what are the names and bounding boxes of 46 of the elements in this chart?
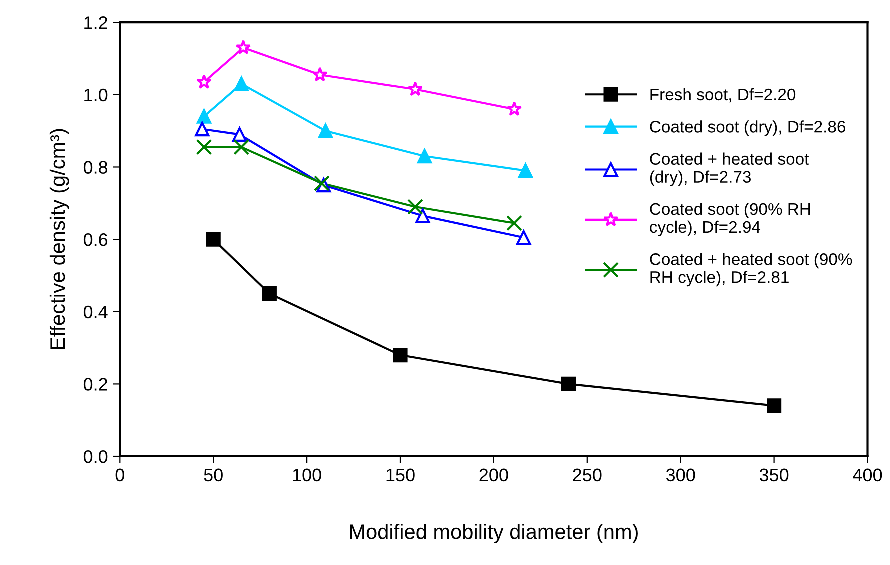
point xyxy=(561,376,576,392)
y-axis-title: Effective density (g/cm³) xyxy=(50,129,70,350)
point xyxy=(234,76,249,92)
point xyxy=(236,40,252,55)
point xyxy=(767,398,782,414)
point xyxy=(418,149,432,164)
point xyxy=(195,122,210,137)
point xyxy=(506,101,522,116)
point xyxy=(506,215,522,232)
point xyxy=(407,199,424,216)
x-tick-label: 200 xyxy=(480,468,508,482)
y-tick-label: 1.2 xyxy=(84,16,108,30)
x-tick-label: 50 xyxy=(204,468,223,482)
point xyxy=(312,67,328,82)
legend-label: Coated soot (dry), Df=2.86 xyxy=(650,120,846,136)
x-tick-label: 350 xyxy=(760,468,789,482)
point xyxy=(196,109,212,124)
y-tick-label: 0.8 xyxy=(84,161,108,174)
point xyxy=(196,139,212,156)
y-tick-label: 0.0 xyxy=(84,450,108,464)
point xyxy=(518,164,534,178)
legend-label: Coated soot (90% RH cycle), Df=2.94 xyxy=(650,202,810,236)
x-tick-label: 400 xyxy=(853,468,882,482)
point xyxy=(232,127,248,142)
x-tick-label: 300 xyxy=(666,468,696,482)
legend-label: Fresh soot, Df=2.20 xyxy=(650,88,796,103)
y-tick-label: 0.6 xyxy=(84,233,108,246)
point xyxy=(234,139,250,156)
point xyxy=(196,74,212,89)
point xyxy=(416,208,430,224)
legend-label: Coated + heated soot (90% RH cycle), Df=2.81 xyxy=(650,253,852,287)
y-tick-label: 0.2 xyxy=(84,378,108,391)
point xyxy=(516,230,532,246)
x-tick-label: 100 xyxy=(293,468,322,482)
y-tick-label: 1.0 xyxy=(84,88,108,102)
point xyxy=(393,348,408,363)
y-tick-label: 0.4 xyxy=(84,306,108,319)
point xyxy=(206,232,221,247)
x-axis-title: Modified mobility diameter (nm) xyxy=(350,524,638,544)
legend-label: Coated + heated soot (dry), Df=2.73 xyxy=(650,152,810,186)
point xyxy=(262,286,277,302)
x-tick-label: 250 xyxy=(573,468,602,482)
x-tick-label: 0 xyxy=(116,468,124,482)
x-tick-label: 150 xyxy=(386,468,415,482)
point xyxy=(318,124,334,138)
point xyxy=(408,82,424,96)
